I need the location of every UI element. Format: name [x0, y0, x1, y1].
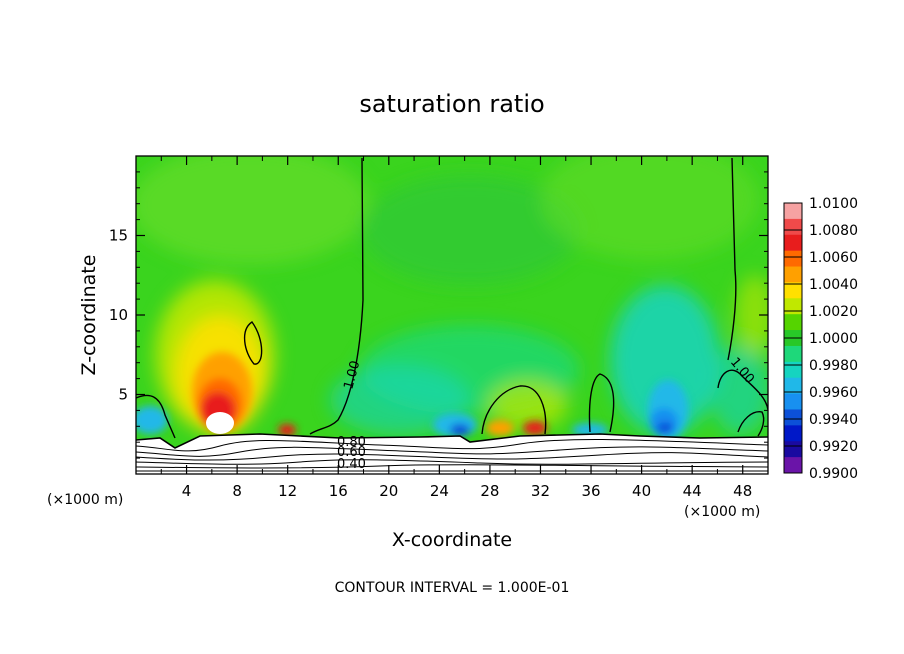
y-axis-label: Z-coordinate [78, 255, 100, 376]
colorbar-label: 1.0020 [809, 304, 858, 320]
x-tick-label: 24 [430, 482, 449, 500]
colorbar-swatch [784, 234, 802, 252]
colorbar-label: 0.9900 [809, 466, 858, 482]
contour-label: 0.60 [337, 445, 366, 460]
x-tick-label: 16 [329, 482, 348, 500]
y-tick-label: 5 [118, 386, 128, 404]
colorbar-label: 1.0040 [809, 277, 858, 293]
colorbar-label: 1.0100 [809, 196, 858, 212]
colorbar-label: 1.0060 [809, 250, 858, 266]
x-tick-label: 8 [232, 482, 242, 500]
contour-label: 0.40 [337, 457, 366, 472]
colorbar-label: 0.9980 [809, 358, 858, 374]
x-tick-label: 32 [531, 482, 550, 500]
colorbar-swatch [784, 457, 802, 474]
x-tick-label: 44 [683, 482, 702, 500]
colorbar-label: 0.9940 [809, 412, 858, 428]
colorbar-swatch [784, 425, 802, 442]
colorbar-swatch [784, 298, 802, 315]
colorbar-swatch [784, 345, 802, 363]
contour-label: 0.80 [337, 435, 366, 450]
contour-interval-note: CONTOUR INTERVAL = 1.000E-01 [335, 580, 570, 596]
colorbar-label: 1.0000 [809, 331, 858, 347]
x-unit-left: (×1000 m) [47, 492, 123, 508]
colorbar-swatch [784, 266, 802, 283]
colorbar-swatch [784, 203, 802, 220]
x-tick-label: 36 [581, 482, 600, 500]
x-tick-label: 12 [278, 482, 297, 500]
saturation-field [136, 156, 768, 474]
colorbar-swatch [784, 282, 802, 299]
x-tick-label: 28 [480, 482, 499, 500]
colorbar-label: 0.9920 [809, 439, 858, 455]
x-tick-label: 20 [379, 482, 398, 500]
x-tick-label: 48 [733, 482, 752, 500]
chart-title: saturation ratio [359, 90, 544, 118]
colorbar-label: 0.9960 [809, 385, 858, 401]
colorbar-swatch [784, 393, 802, 410]
y-tick-label: 10 [109, 306, 128, 324]
colorbar-swatch [784, 218, 802, 236]
y-tick-label: 15 [109, 227, 128, 245]
colorbar-swatch [784, 314, 802, 331]
colorbar-swatch [784, 441, 802, 458]
colorbar-swatch [784, 409, 802, 426]
x-axis-label: X-coordinate [392, 529, 512, 551]
x-tick-label: 40 [632, 482, 651, 500]
contour-label: 1.00 [341, 359, 363, 391]
x-tick-label: 4 [182, 482, 192, 500]
colorbar-swatch [784, 361, 802, 379]
colorbar-swatch [784, 377, 802, 395]
colorbar-label: 1.0080 [809, 223, 858, 239]
colorbar: 1.0100 1.0080 1.0060 1.0040 1.0020 1.0000 0.99… [783, 196, 858, 482]
x-unit-right: (×1000 m) [684, 504, 760, 520]
colorbar-swatch [784, 250, 802, 268]
